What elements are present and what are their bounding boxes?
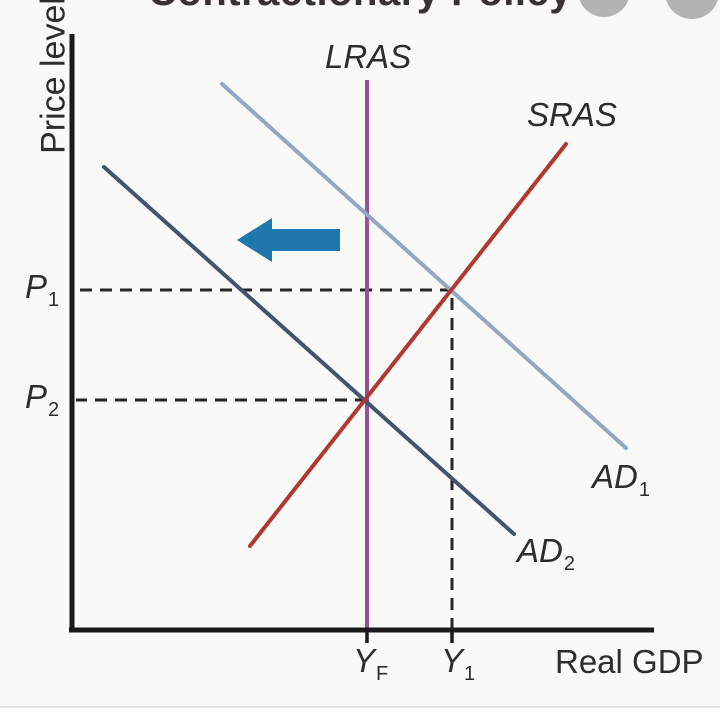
p2-label-sub: 2 — [48, 399, 60, 421]
yf-tick-label-base: Y — [353, 642, 376, 679]
bottom-separator — [0, 706, 720, 721]
top-right-button-1-icon[interactable] — [578, 0, 630, 17]
ad1-label-base: AD — [592, 458, 638, 495]
p2-label: P2 — [25, 378, 59, 422]
ad2-label-sub: 2 — [563, 553, 575, 575]
p1-label-base: P — [25, 268, 48, 305]
x-axis-label: Real GDP — [555, 643, 704, 680]
top-right-button-2-icon[interactable] — [665, 0, 719, 19]
sras-label: SRAS — [527, 96, 617, 133]
y1-tick-label: Y1 — [441, 642, 475, 686]
ad1-label: AD1 — [592, 458, 650, 502]
y1-tick-label-sub: 1 — [464, 663, 476, 685]
ad2-label: AD2 — [517, 532, 575, 576]
y-axis-label: Price level — [34, 0, 73, 154]
ad1-curve — [220, 82, 628, 450]
left-shift-arrow-icon — [237, 218, 340, 262]
ad2-label-base: AD — [517, 532, 563, 569]
sras-curve — [248, 142, 568, 548]
yf-tick-label-sub: F — [376, 663, 389, 685]
p2-label-base: P — [25, 378, 48, 415]
yf-tick-label: YF — [353, 642, 388, 686]
p1-label: P1 — [25, 268, 59, 312]
y1-tick-label-base: Y — [441, 642, 464, 679]
chart-title: Contractionary Policy — [0, 0, 720, 15]
p1-label-sub: 1 — [48, 289, 60, 311]
ad1-label-sub: 1 — [638, 479, 650, 501]
lras-label: LRAS — [325, 38, 412, 75]
ad2-curve — [102, 165, 516, 536]
